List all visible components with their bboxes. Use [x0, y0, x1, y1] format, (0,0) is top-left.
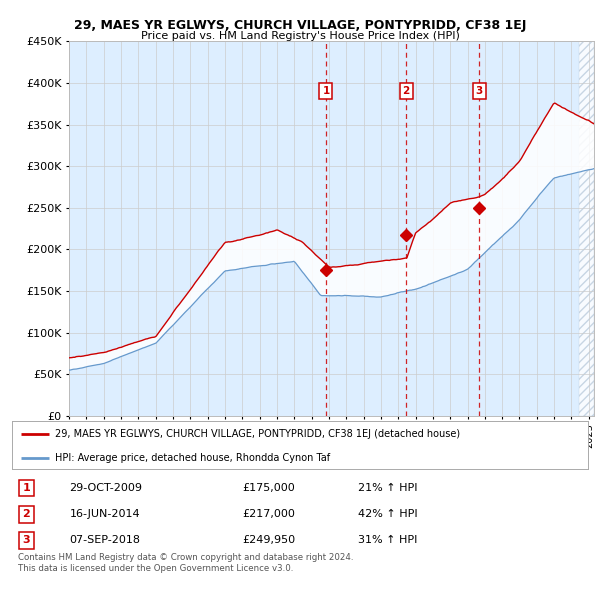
Text: HPI: Average price, detached house, Rhondda Cynon Taf: HPI: Average price, detached house, Rhon… [55, 453, 331, 463]
Text: 1: 1 [322, 86, 329, 96]
Text: £249,950: £249,950 [242, 536, 296, 546]
Text: £175,000: £175,000 [242, 483, 295, 493]
Text: 3: 3 [476, 86, 483, 96]
Text: 31% ↑ HPI: 31% ↑ HPI [358, 536, 417, 546]
Text: 29, MAES YR EGLWYS, CHURCH VILLAGE, PONTYPRIDD, CF38 1EJ: 29, MAES YR EGLWYS, CHURCH VILLAGE, PONT… [74, 19, 526, 32]
Text: 29-OCT-2009: 29-OCT-2009 [70, 483, 143, 493]
Text: Contains HM Land Registry data © Crown copyright and database right 2024.: Contains HM Land Registry data © Crown c… [18, 553, 353, 562]
Text: 2: 2 [403, 86, 410, 96]
Text: 16-JUN-2014: 16-JUN-2014 [70, 509, 140, 519]
Text: 21% ↑ HPI: 21% ↑ HPI [358, 483, 417, 493]
Text: 2: 2 [23, 509, 30, 519]
Text: 1: 1 [23, 483, 30, 493]
Text: 07-SEP-2018: 07-SEP-2018 [70, 536, 140, 546]
Text: 42% ↑ HPI: 42% ↑ HPI [358, 509, 417, 519]
Text: Price paid vs. HM Land Registry's House Price Index (HPI): Price paid vs. HM Land Registry's House … [140, 31, 460, 41]
Text: This data is licensed under the Open Government Licence v3.0.: This data is licensed under the Open Gov… [18, 565, 293, 573]
Text: 3: 3 [23, 536, 30, 546]
Text: £217,000: £217,000 [242, 509, 295, 519]
Text: 29, MAES YR EGLWYS, CHURCH VILLAGE, PONTYPRIDD, CF38 1EJ (detached house): 29, MAES YR EGLWYS, CHURCH VILLAGE, PONT… [55, 429, 460, 439]
